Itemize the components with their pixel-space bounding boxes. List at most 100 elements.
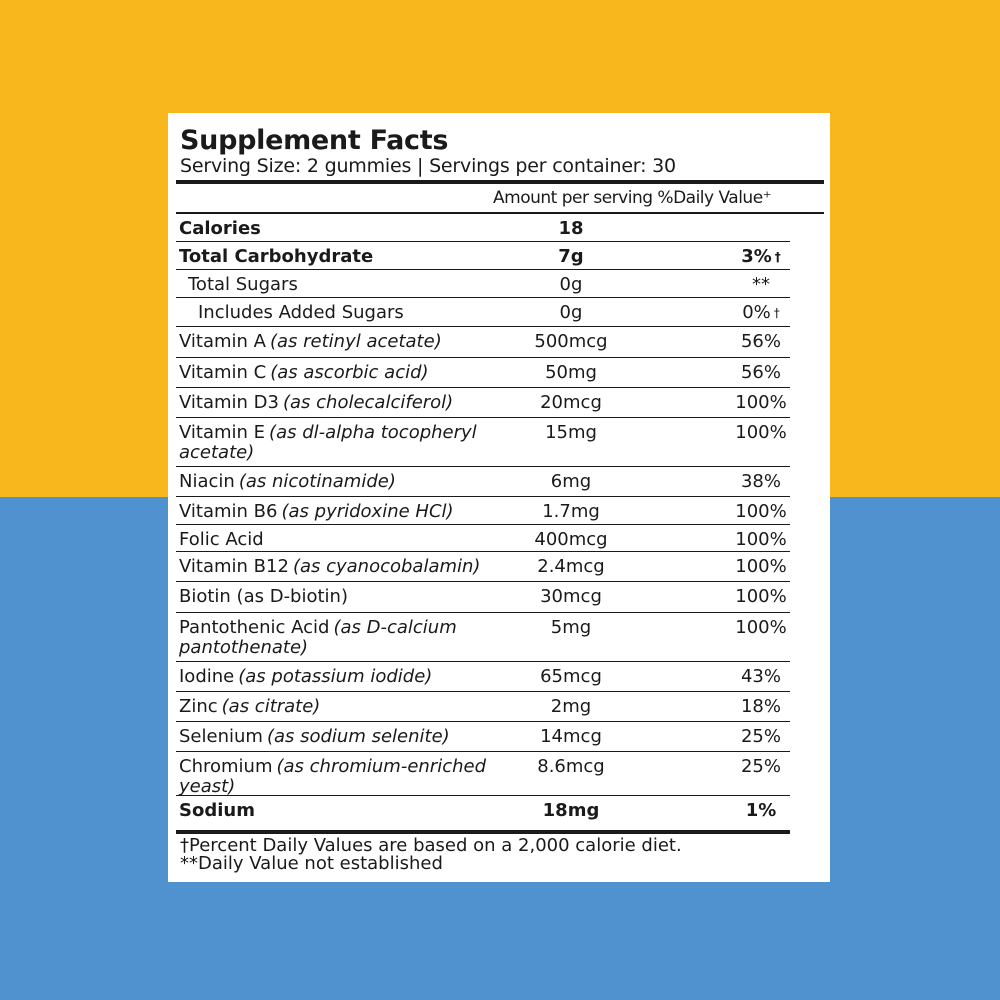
daily-value: 18% bbox=[696, 697, 826, 717]
nutrient-label: Folic Acid bbox=[179, 529, 264, 550]
nutrient-name: Vitamin B6 (as pyridoxine HCl) bbox=[179, 502, 519, 522]
amount-per-serving: 15mg bbox=[545, 422, 597, 443]
daily-value: 43% bbox=[696, 667, 826, 687]
amount-per-serving: 7g bbox=[558, 246, 584, 267]
nutrient-label: Total Carbohydrate bbox=[179, 246, 374, 267]
daily-value: 100% bbox=[696, 557, 826, 577]
nutrient-source-note: (as D-calcium pantothenate) bbox=[179, 617, 457, 658]
amount-per-serving: 14mcg bbox=[540, 726, 602, 747]
daily-value: 25% bbox=[696, 757, 826, 777]
nutrient-source-note: (as potassium iodide) bbox=[238, 666, 433, 687]
nutrient-row: Includes Added Sugars 0g 0% † bbox=[176, 298, 790, 327]
daily-value-percent: 18% bbox=[740, 696, 781, 717]
nutrient-label: Vitamin C bbox=[179, 362, 267, 383]
nutrient-source-note: (as chromium-enriched yeast) bbox=[179, 756, 487, 797]
amount-per-serving: 50mg bbox=[545, 362, 597, 383]
nutrient-name: Sodium bbox=[179, 801, 519, 821]
amount-per-serving: 8.6mcg bbox=[537, 756, 605, 777]
daily-value-percent: 0% bbox=[742, 302, 771, 323]
nutrient-name: Total Sugars bbox=[179, 275, 528, 295]
nutrient-name: Niacin (as nicotinamide) bbox=[179, 472, 519, 492]
nutrient-name: Vitamin D3 (as cholecalciferol) bbox=[179, 393, 519, 413]
nutrient-label: Pantothenic Acid bbox=[179, 617, 330, 638]
nutrient-table: Calories 18 Total Carbohydrate 7g 3% † Total S… bbox=[176, 214, 790, 824]
nutrient-label: Includes Added Sugars bbox=[198, 302, 404, 323]
daily-value: 100% bbox=[696, 530, 826, 550]
nutrient-row: Total Carbohydrate 7g 3% † bbox=[176, 242, 790, 270]
nutrient-row: Pantothenic Acid (as D-calcium pantothena… bbox=[176, 613, 790, 662]
dagger-mark: † bbox=[774, 250, 781, 264]
nutrient-name: Total Carbohydrate bbox=[179, 247, 519, 267]
daily-value-percent: 3% bbox=[741, 246, 772, 267]
nutrient-row: Sodium 18mg 1% bbox=[176, 796, 790, 824]
nutrient-label: Biotin (as D-biotin) bbox=[179, 586, 348, 607]
nutrient-name: Folic Acid bbox=[179, 530, 519, 550]
nutrient-label: Vitamin B12 bbox=[179, 556, 289, 577]
bottom-divider bbox=[176, 830, 790, 834]
amount-per-serving: 20mcg bbox=[540, 392, 602, 413]
nutrient-source-note: (as cyanocobalamin) bbox=[292, 556, 481, 577]
nutrient-row: Vitamin C (as ascorbic acid) 50mg 56% bbox=[176, 358, 790, 388]
nutrient-source-note: (as citrate) bbox=[221, 696, 321, 717]
daily-value: 56% bbox=[696, 363, 826, 383]
daily-value: 56% bbox=[696, 332, 826, 352]
footnote-not-established: **Daily Value not established bbox=[180, 853, 443, 874]
daily-value-percent: 1% bbox=[745, 800, 777, 821]
amount-per-serving: 18 bbox=[558, 218, 584, 239]
amount-per-serving: 0g bbox=[559, 274, 583, 295]
daily-value-percent: 25% bbox=[740, 726, 781, 747]
amount-per-serving: 18mg bbox=[542, 800, 600, 821]
label-title: Supplement Facts bbox=[180, 125, 449, 156]
nutrient-label: Chromium bbox=[179, 756, 273, 777]
amount-per-serving: 2.4mcg bbox=[537, 556, 605, 577]
thick-divider bbox=[176, 180, 824, 184]
daily-value: 100% bbox=[696, 393, 826, 413]
nutrient-label: Vitamin E bbox=[179, 422, 266, 443]
nutrient-row: Niacin (as nicotinamide) 6mg 38% bbox=[176, 467, 790, 497]
daily-value: 25% bbox=[696, 727, 826, 747]
amount-per-serving: 6mg bbox=[550, 471, 592, 492]
nutrient-name: Selenium (as sodium selenite) bbox=[179, 727, 519, 747]
nutrient-row: Vitamin B6 (as pyridoxine HCl) 1.7mg 100% bbox=[176, 497, 790, 525]
nutrient-row: Vitamin B12 (as cyanocobalamin) 2.4mcg 100% bbox=[176, 552, 790, 582]
nutrient-name: Vitamin A (as retinyl acetate) bbox=[179, 332, 519, 352]
daily-value-percent: 25% bbox=[740, 756, 781, 777]
footnote-daily-values: †Percent Daily Values are based on a 2,0… bbox=[180, 835, 682, 856]
daily-value-percent: 100% bbox=[735, 586, 787, 607]
column-header: Amount per serving %Daily Value⁺ bbox=[493, 188, 772, 208]
nutrient-row: Vitamin D3 (as cholecalciferol) 20mcg 100% bbox=[176, 388, 790, 418]
daily-value-percent: 100% bbox=[735, 556, 787, 577]
daily-value-percent: 56% bbox=[740, 331, 781, 352]
daily-value: 100% bbox=[696, 423, 826, 443]
daily-value-percent: 100% bbox=[735, 529, 787, 550]
daily-value-percent: 43% bbox=[740, 666, 781, 687]
nutrient-label: Vitamin B6 bbox=[179, 501, 278, 522]
nutrient-name: Vitamin B12 (as cyanocobalamin) bbox=[179, 557, 519, 577]
nutrient-label: Sodium bbox=[179, 800, 255, 821]
nutrient-label: Vitamin A bbox=[179, 331, 266, 352]
amount-per-serving: 65mcg bbox=[540, 666, 602, 687]
nutrient-name: Pantothenic Acid (as D-calcium pantothena… bbox=[179, 618, 519, 658]
serving-info: Serving Size: 2 gummies | Servings per c… bbox=[180, 155, 676, 177]
daily-value: 100% bbox=[696, 618, 826, 638]
daily-value-percent: 100% bbox=[735, 617, 787, 638]
amount-per-serving: 0g bbox=[559, 302, 583, 323]
nutrient-row: Zinc (as citrate) 2mg 18% bbox=[176, 692, 790, 722]
daily-value: 3% † bbox=[696, 247, 826, 267]
daily-value: ** bbox=[696, 275, 826, 295]
amount-per-serving: 30mcg bbox=[540, 586, 602, 607]
dagger-mark: † bbox=[773, 306, 780, 320]
daily-value-percent: 100% bbox=[735, 392, 787, 413]
daily-value: 0% † bbox=[696, 303, 826, 323]
nutrient-name: Iodine (as potassium iodide) bbox=[179, 667, 519, 687]
daily-value-percent: ** bbox=[752, 274, 770, 295]
nutrient-label: Selenium bbox=[179, 726, 263, 747]
daily-value: 38% bbox=[696, 472, 826, 492]
nutrient-source-note: (as retinyl acetate) bbox=[270, 331, 442, 352]
amount-per-serving: 2mg bbox=[550, 696, 592, 717]
nutrient-row: Folic Acid 400mcg 100% bbox=[176, 525, 790, 552]
supplement-facts-panel: Supplement Facts Serving Size: 2 gummies… bbox=[168, 113, 830, 882]
amount-per-serving: 400mcg bbox=[534, 529, 608, 550]
daily-value-percent: 56% bbox=[740, 362, 781, 383]
nutrient-label: Iodine bbox=[179, 666, 235, 687]
